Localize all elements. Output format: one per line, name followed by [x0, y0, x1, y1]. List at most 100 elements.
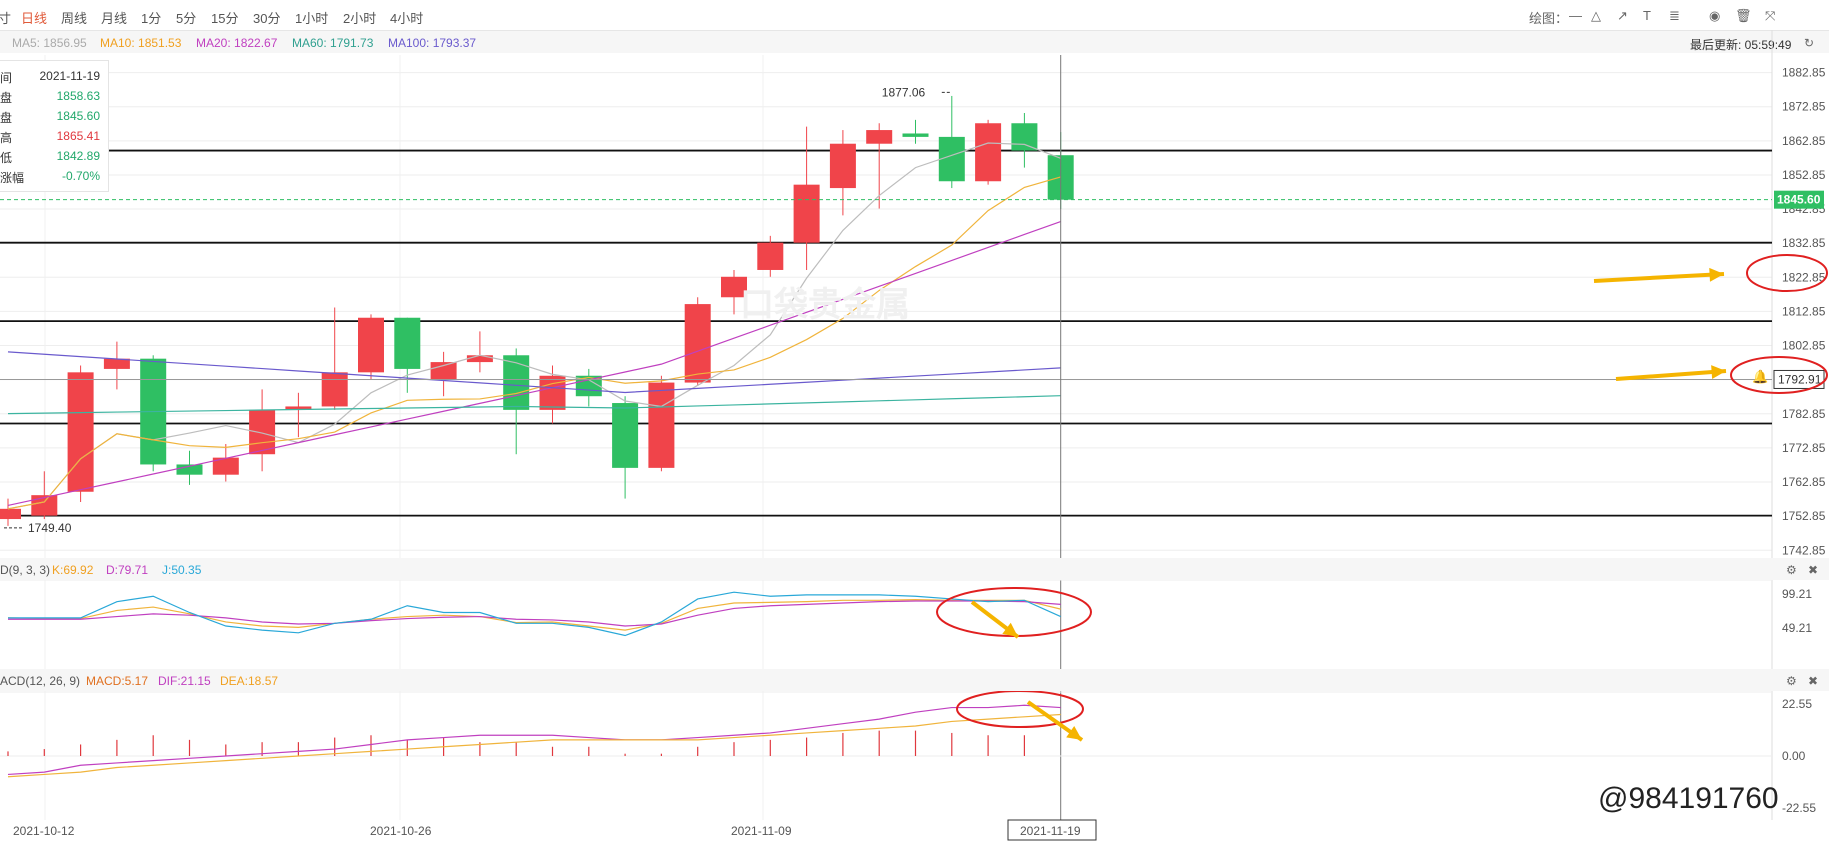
macd-close-icon[interactable]: ✖: [1808, 674, 1819, 688]
ma10-label: MA10: 1851.53: [100, 36, 182, 50]
x-axis-label: 2021-10-26: [370, 824, 432, 838]
y-tick-label: 1772.85: [1782, 441, 1826, 455]
fullscreen-icon[interactable]: ⤧: [1765, 8, 1776, 23]
info-open: 1858.63: [56, 89, 100, 103]
candle-body: [358, 317, 384, 373]
y-tick-label: 1812.85: [1782, 304, 1826, 318]
tab-5min[interactable]: 5分: [176, 11, 197, 26]
candle-body: [721, 276, 747, 298]
y-tick-label: 1862.85: [1782, 134, 1826, 148]
annotation-circle: [956, 690, 1084, 728]
timeframe-toolbar: 寸 日线 周线 月线 1分 5分 15分 30分 1小时 2小时 4小时 绘图：…: [0, 0, 1829, 31]
y-tick-label: 1872.85: [1782, 100, 1826, 114]
tab-4hour[interactable]: 4小时: [390, 11, 424, 26]
annotation-arrow-shaft: [1615, 369, 1727, 381]
candle-body: [938, 136, 965, 182]
macd-dif-line: [7, 704, 1061, 776]
candle-body: [67, 372, 94, 492]
draw-label: 绘图：: [1529, 11, 1569, 26]
x-axis-label: 2021-11-09: [731, 824, 792, 838]
macd-dea-line: [7, 713, 1061, 778]
macd-dea: DEA:18.57: [220, 674, 279, 688]
info-key-high: 高: [0, 131, 13, 145]
annotation-arrow-head: [1709, 267, 1724, 282]
trash-icon[interactable]: 🗑: [1735, 8, 1752, 23]
ma60-label: MA60: 1791.73: [292, 36, 374, 50]
y-tick-label: 1832.85: [1782, 236, 1826, 250]
candle-body: [902, 133, 929, 137]
info-low: 1842.89: [56, 149, 100, 163]
hover-tag-bg: [1773, 369, 1825, 389]
eye-icon[interactable]: ◉: [1709, 8, 1721, 23]
fib-tool-icon[interactable]: ≣: [1669, 8, 1680, 23]
tab-left-clip[interactable]: 寸: [0, 11, 12, 26]
candle-body: [648, 382, 675, 468]
candle-body: [793, 184, 820, 243]
kdj-header: D(9, 3, 3) K:69.92 D:79.71 J:50.35 ⚙ ✖: [0, 558, 1829, 580]
annotation-arrow-head: [1066, 726, 1082, 740]
candle-body: [0, 508, 21, 520]
candle-body: [285, 406, 312, 410]
candle-body: [684, 304, 711, 383]
ma60-line: [7, 395, 1061, 415]
tab-2hour[interactable]: 2小时: [343, 11, 377, 26]
triangle-tool-icon[interactable]: △: [1591, 8, 1601, 23]
tab-15min[interactable]: 15分: [211, 11, 239, 26]
candle-body: [1011, 123, 1038, 151]
candle-body: [503, 355, 530, 410]
refresh-icon[interactable]: ↻: [1804, 36, 1815, 50]
candle-body: [975, 123, 1002, 182]
y-tick-label: 1882.85: [1782, 66, 1826, 80]
tab-daily[interactable]: 日线: [21, 11, 48, 26]
ma5-line: [7, 142, 1061, 510]
annotation-circle: [936, 587, 1092, 637]
y-tick-label: 1802.85: [1782, 339, 1826, 353]
info-close: 1845.60: [56, 109, 100, 123]
candle-body: [321, 372, 348, 407]
annotation-arrow-head: [1711, 365, 1726, 379]
kdj-j: J:50.35: [162, 563, 202, 577]
hover-price-tag: 1792.91: [1778, 372, 1822, 386]
kdj-settings-icon[interactable]: ⚙: [1786, 563, 1797, 577]
macd-settings-icon[interactable]: ⚙: [1786, 674, 1797, 688]
tab-weekly[interactable]: 周线: [61, 11, 88, 26]
tab-1hour[interactable]: 1小时: [295, 11, 329, 26]
last-update: 最后更新: 05:59:49: [1690, 38, 1792, 52]
candle-body: [539, 375, 566, 410]
price-tag: 1845.60: [1777, 193, 1821, 207]
arrow-tool-icon[interactable]: ↗: [1617, 8, 1628, 23]
tab-1min[interactable]: 1分: [141, 11, 162, 26]
ma-legend-bar: MA5: 1856.95 MA10: 1851.53 MA20: 1822.67…: [0, 31, 1829, 53]
info-date: 2021-11-19: [39, 69, 101, 83]
y-tick-label: 1742.85: [1782, 543, 1826, 557]
tab-30min[interactable]: 30分: [253, 11, 281, 26]
candle-body: [103, 358, 130, 369]
y-tick-label: 1852.85: [1782, 168, 1826, 182]
kdj-d-line: [8, 600, 1061, 627]
kdj-close-icon[interactable]: ✖: [1808, 563, 1819, 577]
candle-body: [612, 403, 639, 468]
candle-body: [757, 242, 784, 270]
candle-body: [430, 362, 457, 380]
kdj-y-tick: 99.21: [1782, 587, 1812, 601]
ma5-label: MA5: 1856.95: [12, 36, 87, 50]
watermark-handle: @984191760: [1598, 782, 1779, 815]
x-axis-hover-bg: [1007, 819, 1097, 841]
text-tool-icon[interactable]: T: [1643, 8, 1651, 23]
info-key-close: 盘: [0, 111, 13, 125]
candle-body: [212, 457, 239, 475]
y-tick-label: 1782.85: [1782, 407, 1826, 421]
line-tool-icon[interactable]: —: [1569, 8, 1582, 23]
info-key-open: 盘: [0, 91, 13, 105]
kdj-k-line: [7, 599, 1061, 631]
candle-body: [394, 317, 421, 369]
candle-body: [31, 495, 58, 516]
ma100-line: [7, 351, 1061, 394]
kdj-label: D(9, 3, 3): [0, 563, 51, 577]
macd-label: ACD(12, 26, 9): [0, 674, 81, 688]
y-tick-label: 1822.85: [1782, 270, 1826, 284]
kdj-k: K:69.92: [52, 563, 94, 577]
tab-monthly[interactable]: 月线: [101, 11, 128, 26]
candle-body: [866, 130, 893, 144]
